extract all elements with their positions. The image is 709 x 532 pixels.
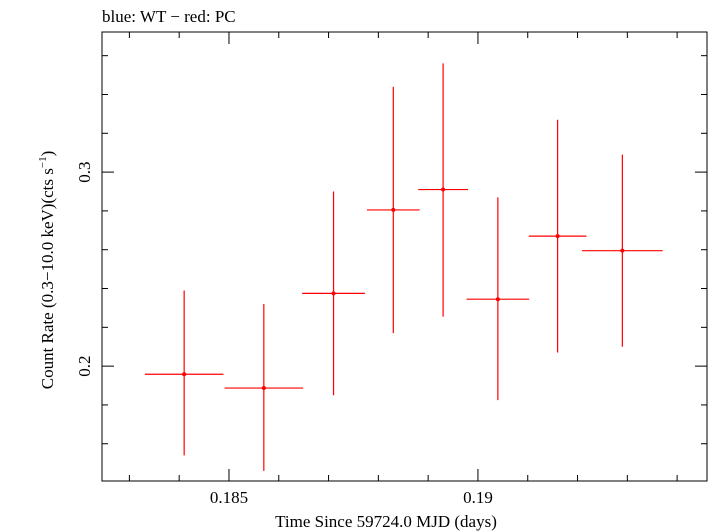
- point-marker: [391, 207, 396, 212]
- data-point: [466, 197, 530, 401]
- plot-frame: [101, 31, 708, 482]
- y-tick-label: 0.2: [75, 356, 94, 377]
- point-marker: [261, 386, 266, 391]
- data-series: [144, 63, 663, 471]
- chart-title: blue: WT − red: PC: [102, 7, 236, 26]
- point-marker: [620, 248, 625, 253]
- y-tick-label: 0.3: [75, 161, 94, 182]
- axis-tick-labels: 0.185 0.19 0.2 0.3: [75, 161, 493, 507]
- axis-ticks: [102, 32, 707, 481]
- data-point: [302, 191, 365, 396]
- data-point: [224, 304, 304, 471]
- y-axis-label-main: Count Rate (0.3−10.0 keV)(cts s: [38, 168, 57, 389]
- data-point: [528, 119, 587, 353]
- x-tick-label: 0.19: [463, 488, 493, 507]
- data-point: [418, 63, 468, 317]
- point-marker: [495, 297, 500, 302]
- point-marker: [555, 234, 560, 239]
- point-marker: [331, 291, 336, 296]
- data-point: [144, 290, 224, 456]
- y-axis-label: Count Rate (0.3−10.0 keV)(cts s−1): [37, 151, 57, 390]
- point-marker: [182, 372, 187, 377]
- data-point: [582, 154, 663, 347]
- y-axis-label-close: ): [38, 151, 57, 157]
- x-tick-label: 0.185: [210, 488, 248, 507]
- data-point: [366, 86, 420, 334]
- y-axis-label-exponent: −1: [37, 156, 49, 168]
- x-axis-label: Time Since 59724.0 MJD (days): [275, 512, 497, 531]
- point-marker: [441, 187, 446, 192]
